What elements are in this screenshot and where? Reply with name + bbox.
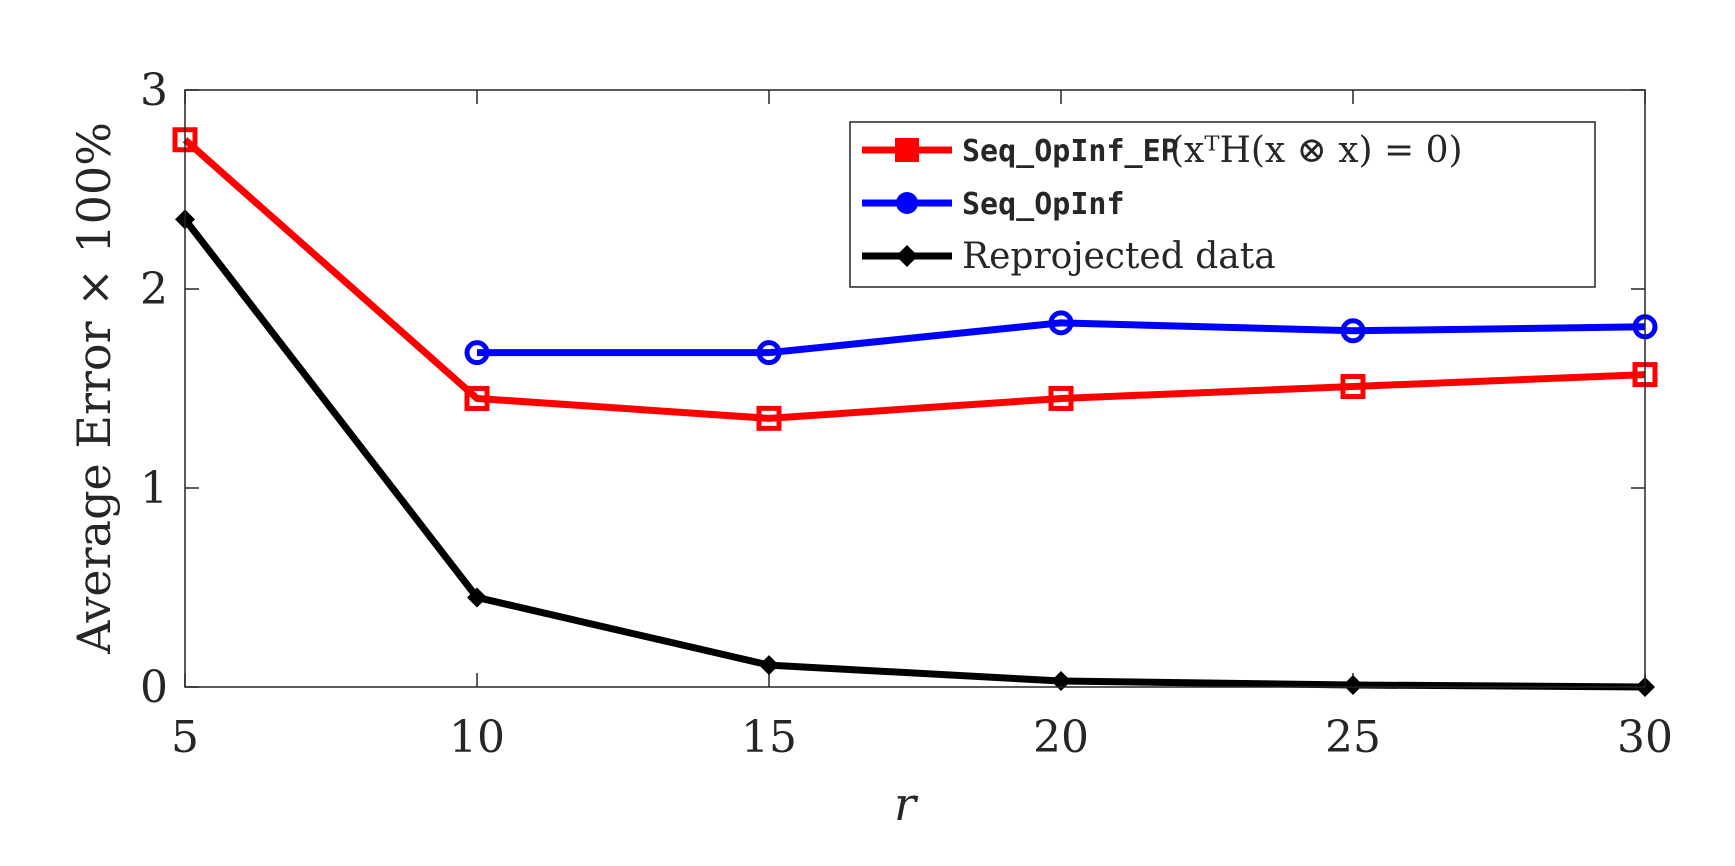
data-point-reprojected-data: [467, 587, 487, 608]
data-point-seq-opinf-ep: [1340, 374, 1366, 400]
y-tick-label: 2: [140, 264, 168, 315]
x-tick-label: 20: [1033, 712, 1089, 763]
series-line-seq-opinf-ep: [182, 137, 1646, 422]
data-point-seq-opinf: [1340, 318, 1366, 344]
y-tick-label: 1: [140, 463, 168, 514]
legend-entry-seq-opinf-ep: Seq_OpInf_EP (xᵀH(x ⊗ x) = 0): [862, 130, 1463, 171]
x-tick-label: 10: [449, 712, 505, 763]
data-point-seq-opinf: [464, 340, 490, 366]
legend-label-constraint: (xᵀH(x ⊗ x) = 0): [1170, 130, 1463, 171]
tick-labels: 5 10 15 20 25 30 0 1 2 3: [140, 65, 1673, 763]
y-tick-label: 0: [140, 662, 168, 713]
data-point-reprojected-data: [1343, 675, 1363, 696]
x-axis-label: r: [894, 777, 919, 831]
series-line-seq-opinf: [477, 319, 1646, 357]
legend-entry-seq-opinf: Seq_OpInf: [862, 187, 1125, 222]
data-point-seq-opinf-ep: [1048, 385, 1074, 411]
data-point-reprojected-data: [759, 655, 779, 676]
legend: Seq_OpInf_EP (xᵀH(x ⊗ x) = 0) Seq_OpInf …: [849, 121, 1596, 288]
legend-entry-reprojected-data: Reprojected data: [862, 236, 1276, 277]
series-line-reprojected-data: [182, 217, 1646, 691]
y-tick-label: 3: [140, 65, 168, 116]
data-point-seq-opinf: [756, 340, 782, 366]
y-axis-label: Average Error × 100%: [67, 122, 121, 655]
legend-label-seq-opinf-ep: Seq_OpInf_EP: [962, 134, 1179, 169]
data-point-seq-opinf-ep: [464, 385, 490, 411]
series-layer: [172, 127, 1658, 697]
legend-diamond-marker: [896, 245, 918, 267]
legend-box: [849, 121, 1596, 288]
x-tick-label: 15: [741, 712, 797, 763]
data-point-reprojected-data: [1051, 671, 1071, 692]
data-point-seq-opinf: [1048, 310, 1074, 336]
legend-label-reprojected-data: Reprojected data: [962, 236, 1276, 277]
legend-label-seq-opinf: Seq_OpInf: [962, 187, 1125, 222]
x-tick-label: 5: [171, 712, 199, 763]
x-tick-label: 30: [1617, 712, 1673, 763]
data-point-seq-opinf-ep: [756, 405, 782, 431]
x-tick-label: 25: [1325, 712, 1381, 763]
legend-circle-marker: [896, 192, 918, 214]
legend-square-marker: [895, 138, 919, 162]
plot-frame: [184, 89, 1646, 688]
